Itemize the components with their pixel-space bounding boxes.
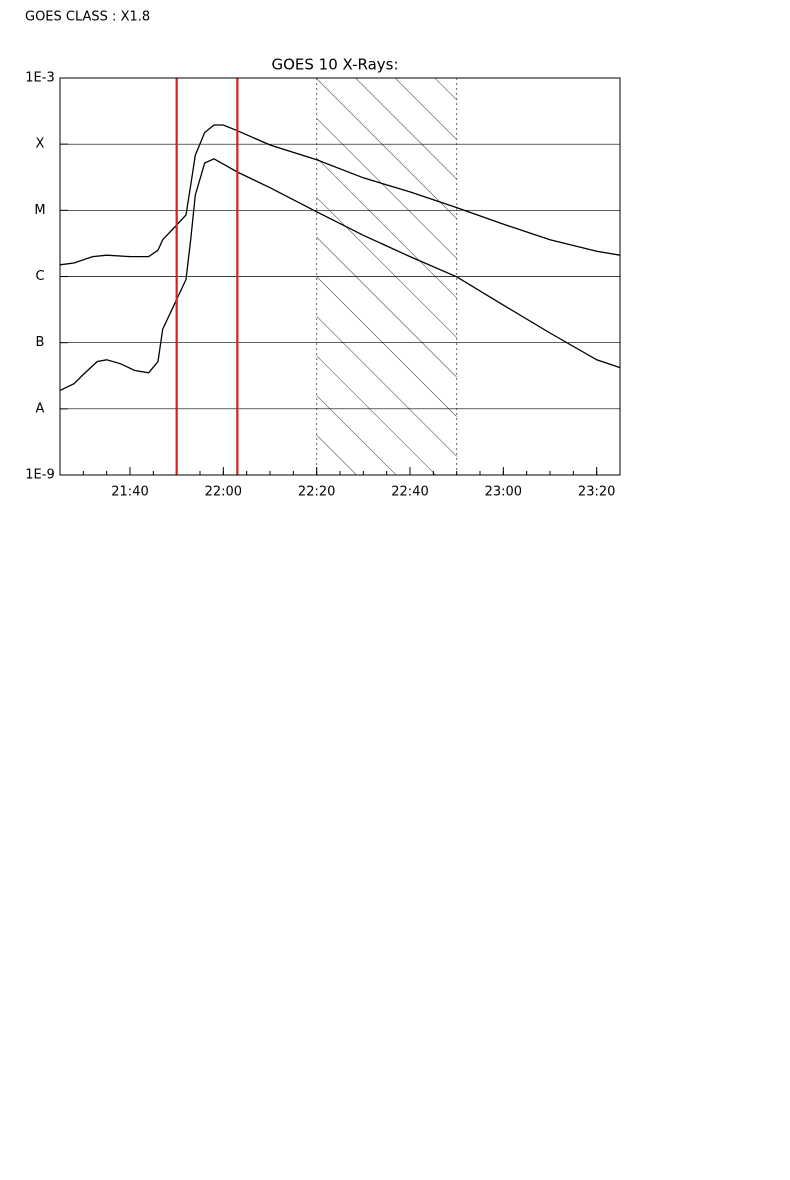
y-tick-label: 1E-3 [25,71,54,86]
x-tick-label: 21:40 [111,485,148,500]
x-tick-label: 22:00 [205,485,242,500]
x-tick-label: 23:20 [578,485,615,500]
goes-class-annotation: GOES CLASS : X1.8 [25,10,150,25]
y-tick-label: 1E-9 [25,468,54,483]
flux-line [59,124,621,266]
x-tick-label: 23:00 [485,485,522,500]
x-tick-label: 22:40 [391,485,428,500]
plot-frame [59,77,621,476]
y-tick-label: B [36,335,45,350]
y-tick-label: M [34,203,45,218]
flux-line [59,158,621,391]
x-tick-label: 22:20 [298,485,335,500]
y-tick-label: C [35,269,44,284]
y-tick-label: X [36,137,45,152]
chart-title: GOES 10 X-Rays: [271,56,398,74]
y-tick-label: A [36,401,45,416]
